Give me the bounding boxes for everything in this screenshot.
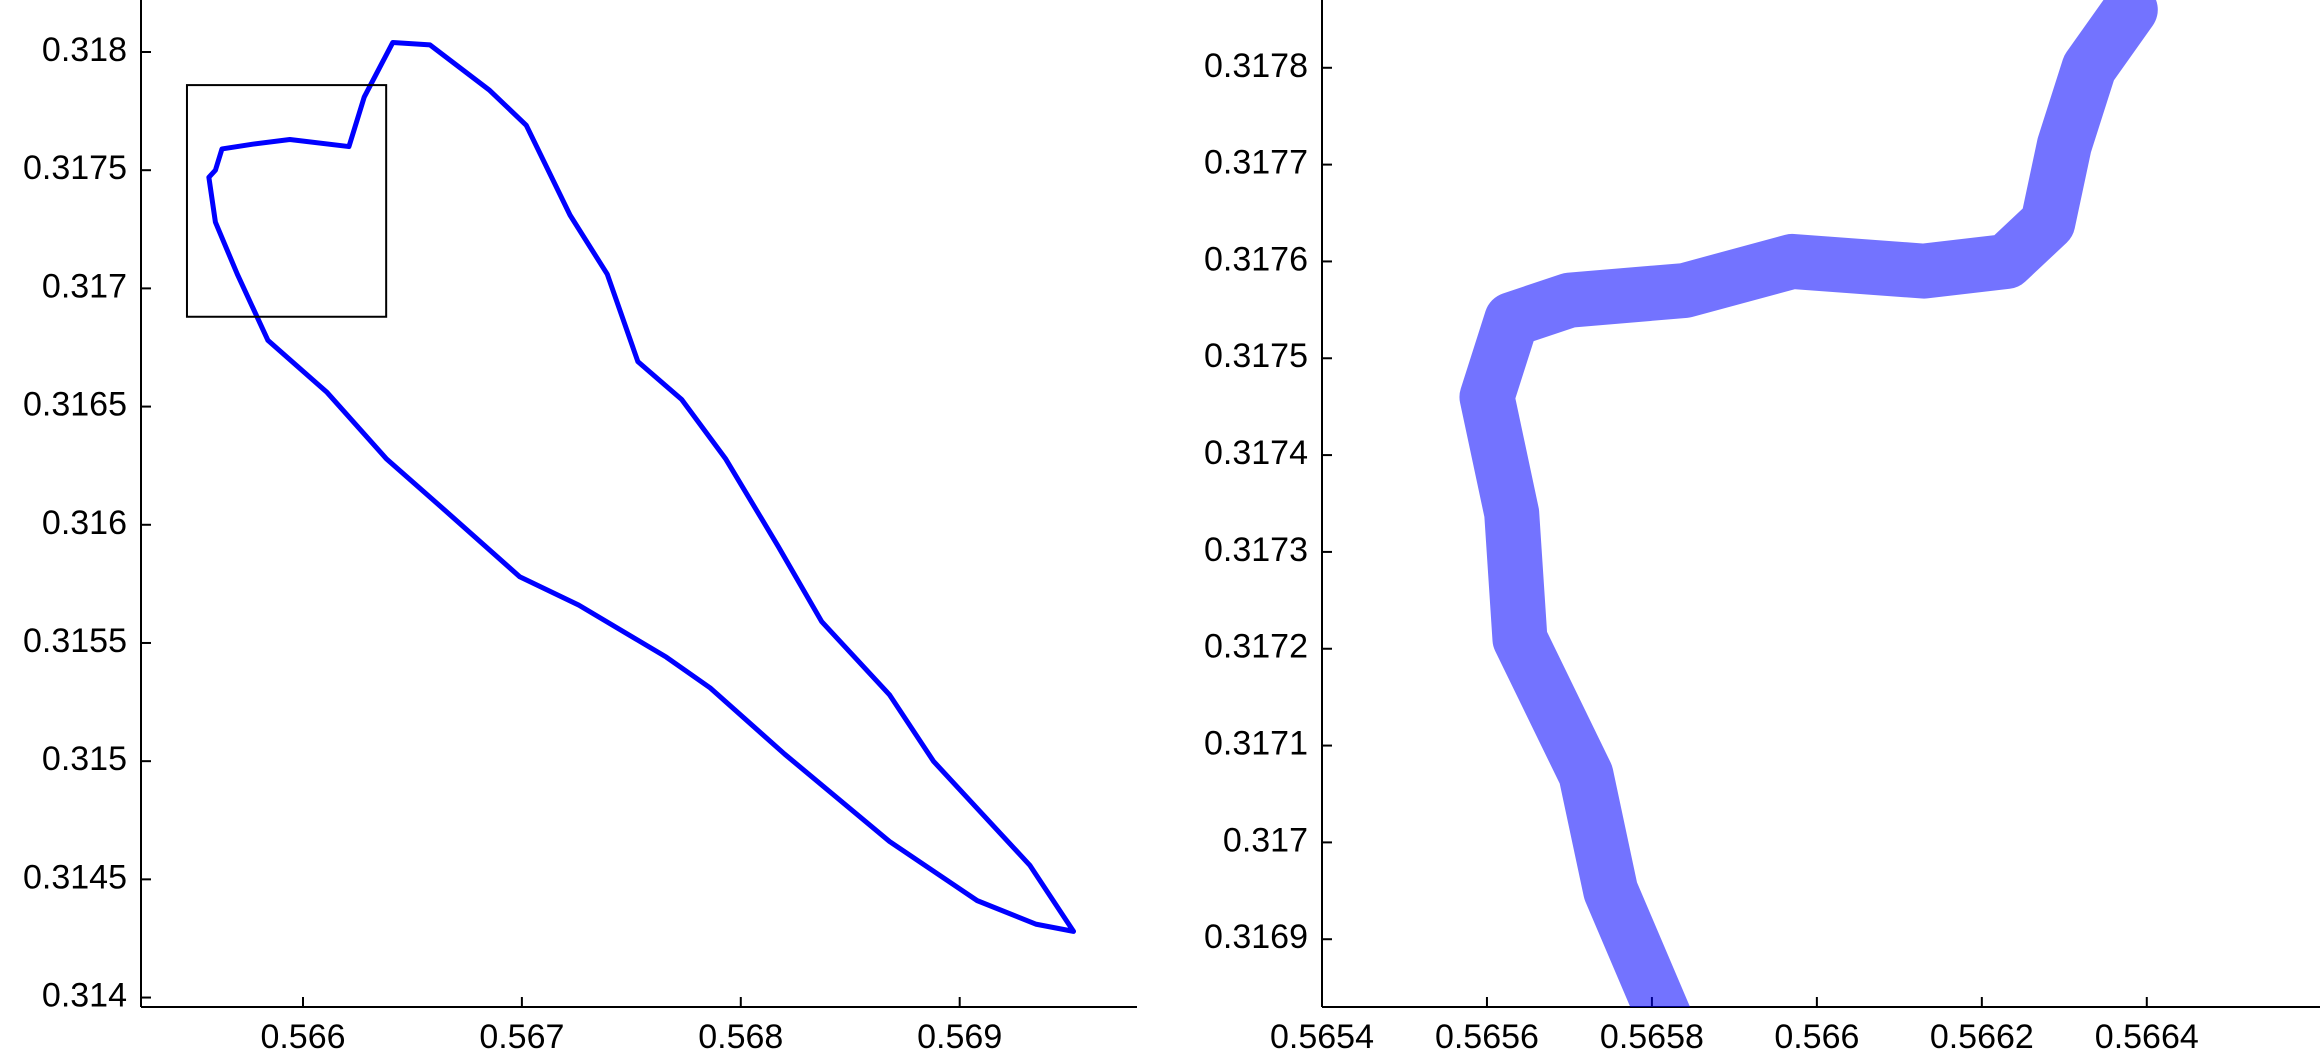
y-tick-label: 0.316 [42,504,127,542]
x-tick-label: 0.569 [917,1018,1002,1056]
plot-area [1459,0,2158,1007]
y-tick-label: 0.3169 [1204,918,1308,956]
x-tick-label: 0.5658 [1600,1018,1704,1056]
y-tick-label: 0.3178 [1204,47,1308,85]
x-tick-label: 0.566 [260,1018,345,1056]
x-tick-label: 0.567 [479,1018,564,1056]
y-tick-label: 0.317 [42,267,127,305]
data-line [206,40,1077,934]
y-tick-label: 0.3175 [23,149,127,187]
x-tick-label: 0.5654 [1270,1018,1374,1056]
y-tick-label: 0.3177 [1204,144,1308,182]
y-tick-label: 0.3173 [1204,531,1308,569]
y-tick-label: 0.3175 [1204,337,1308,375]
zoom-box [185,84,388,318]
y-tick-label: 0.3172 [1204,628,1308,666]
x-tick-label: 0.566 [1774,1018,1859,1056]
y-tick-label: 0.3176 [1204,240,1308,278]
plot-area [206,40,1077,934]
y-tick-label: 0.3155 [23,622,127,660]
data-line [1459,0,2158,1007]
y-tick-label: 0.3171 [1204,725,1308,763]
y-tick-label: 0.315 [42,740,127,778]
x-tick-label: 0.5656 [1435,1018,1539,1056]
y-tick-label: 0.314 [42,977,127,1015]
y-tick-label: 0.3174 [1204,434,1308,472]
y-tick-label: 0.3145 [23,858,127,896]
x-tick-label: 0.5664 [2095,1018,2199,1056]
y-tick-label: 0.318 [42,31,127,69]
y-tick-label: 0.317 [1223,821,1308,859]
x-tick-label: 0.568 [698,1018,783,1056]
y-tick-label: 0.3165 [23,386,127,424]
x-tick-label: 0.5662 [1930,1018,2034,1056]
